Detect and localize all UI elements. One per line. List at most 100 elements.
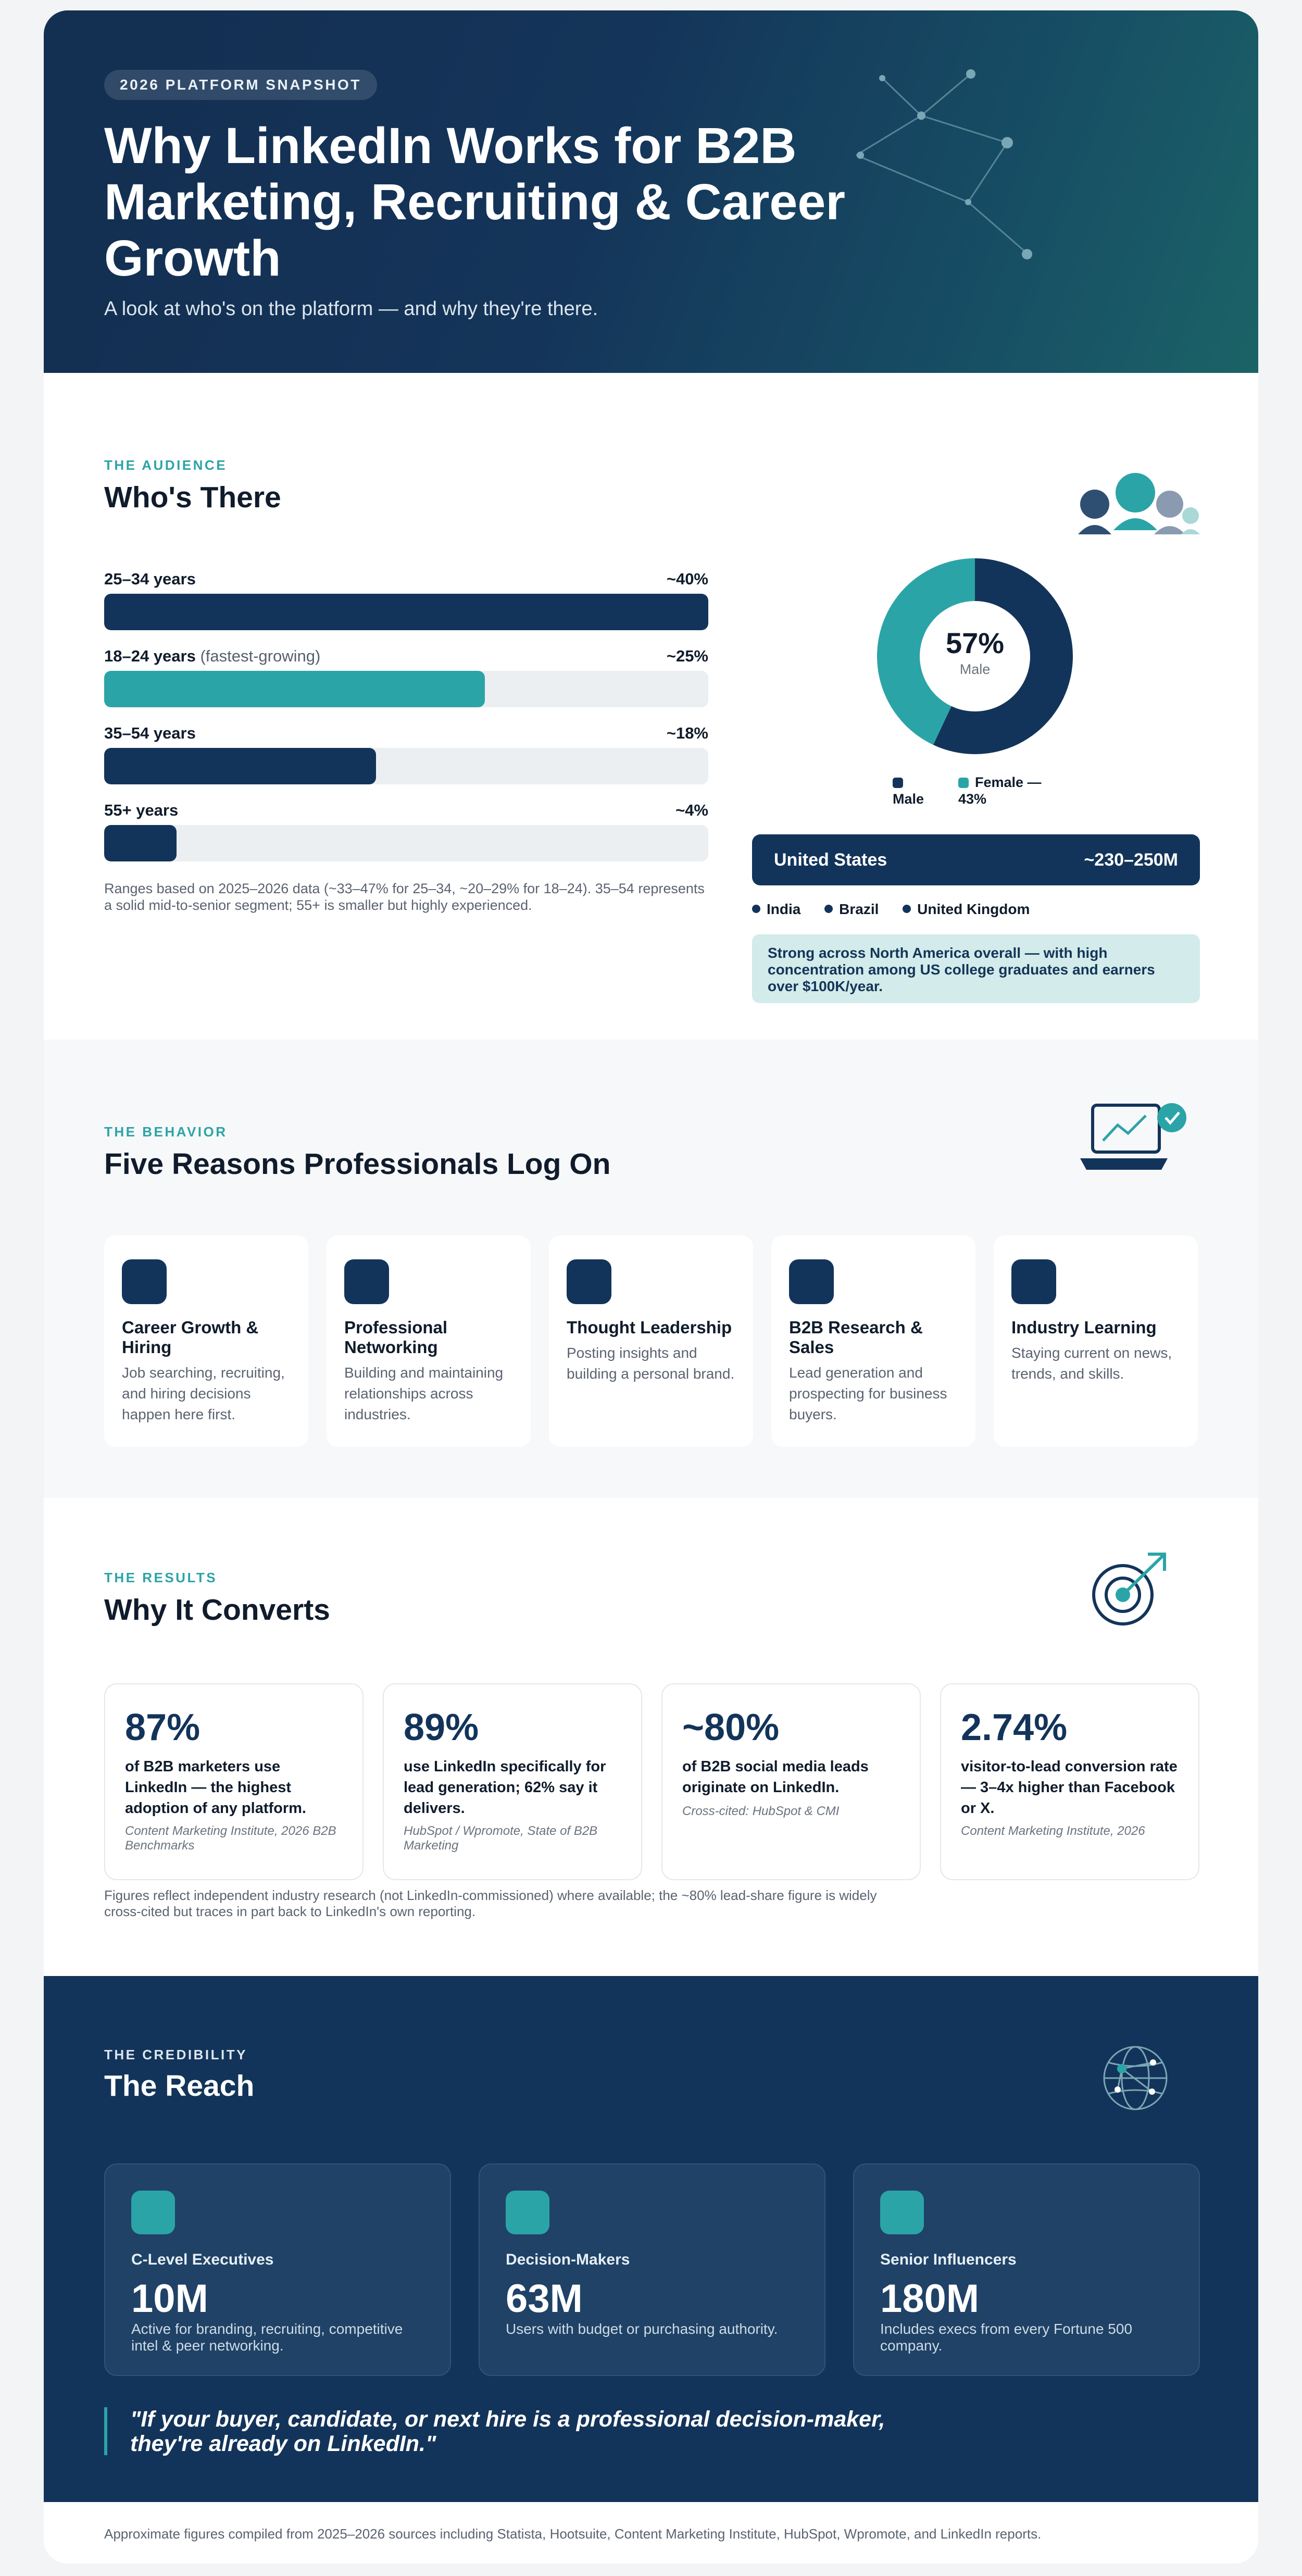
footer: Approximate figures compiled from 2025–2… — [44, 2502, 1258, 2564]
hero-title: Why LinkedIn Works for B2B Marketing, Re… — [104, 117, 846, 286]
stat-number: 87% — [125, 1707, 201, 1748]
stat-source: Content Marketing Institute, 2026 — [961, 1824, 1145, 1838]
age-value: ~25% — [666, 647, 708, 665]
infographic-card: 2026 PLATFORM SNAPSHOT Why LinkedIn Work… — [44, 10, 1258, 2564]
reach-desc: Users with budget or purchasing authorit… — [506, 2321, 778, 2337]
stat-text: of B2B marketers use LinkedIn — the high… — [125, 1758, 306, 1817]
age-label: 25–34 years — [104, 570, 196, 588]
age-value: ~40% — [666, 570, 708, 588]
reason-desc: Posting insights and building a personal… — [567, 1345, 735, 1382]
reach-icon — [506, 2191, 549, 2234]
legend-male-swatch — [893, 778, 903, 788]
stat-text: use LinkedIn specifically for lead gener… — [404, 1758, 606, 1817]
age-bar-fill — [104, 594, 708, 630]
reach-label: Senior Influencers — [880, 2251, 1017, 2268]
behavior-eyebrow: THE BEHAVIOR — [104, 1124, 228, 1140]
bullet-icon — [903, 905, 911, 913]
top-country-bar: United States ~230–250M — [752, 834, 1200, 885]
reach-card: Decision-Makers 63M Users with budget or… — [479, 2164, 825, 2376]
reach-value: 63M — [506, 2277, 583, 2321]
audience-footnote: Ranges based on 2025–2026 data (~33–47% … — [104, 881, 705, 913]
legend-female-swatch — [958, 778, 969, 788]
reach-section: THE CREDIBILITY The Reach C-Level Execut… — [44, 1976, 1258, 2502]
reason-icon — [789, 1259, 834, 1304]
stat-card: 89% use LinkedIn specifically for lead g… — [383, 1683, 642, 1880]
reason-icon — [1011, 1259, 1056, 1304]
reason-desc: Building and maintaining relationships a… — [344, 1365, 504, 1422]
age-bar-track — [104, 748, 708, 784]
reason-title: Industry Learning — [1011, 1318, 1157, 1337]
results-section: THE RESULTS Why It Converts 87% of B2B m… — [44, 1498, 1258, 1976]
reason-card: Career Growth & Hiring Job searching, re… — [104, 1235, 308, 1447]
reach-value: 180M — [880, 2277, 980, 2321]
reason-title: Professional Networking — [344, 1318, 448, 1357]
stat-number: 89% — [404, 1707, 479, 1748]
results-eyebrow: THE RESULTS — [104, 1570, 218, 1585]
reason-card: Thought Leadership Posting insights and … — [549, 1235, 753, 1447]
age-label: 35–54 years — [104, 724, 196, 742]
country-item: Brazil — [824, 901, 879, 918]
age-value: ~4% — [675, 801, 708, 819]
reach-icon — [131, 2191, 175, 2234]
bullet-icon — [824, 905, 833, 913]
reach-label: Decision-Makers — [506, 2251, 630, 2268]
age-bar-track — [104, 671, 708, 707]
reason-card: B2B Research & Sales Lead generation and… — [771, 1235, 975, 1447]
reach-desc: Includes execs from every Fortune 500 co… — [880, 2321, 1133, 2354]
stat-number: 2.74% — [961, 1707, 1068, 1748]
hero-banner: 2026 PLATFORM SNAPSHOT Why LinkedIn Work… — [44, 10, 1258, 373]
reason-title: Career Growth & Hiring — [122, 1318, 259, 1357]
reach-icon — [880, 2191, 924, 2234]
reach-desc: Active for branding, recruiting, competi… — [131, 2321, 403, 2354]
stat-card: 87% of B2B marketers use LinkedIn — the … — [104, 1683, 364, 1880]
reach-quote: "If your buyer, candidate, or next hire … — [104, 2407, 963, 2456]
hero-subtitle: A look at who's on the platform — and wh… — [104, 298, 598, 320]
other-countries: India Brazil United Kingdom — [752, 901, 1049, 918]
gender-donut-chart — [877, 558, 1073, 754]
audience-eyebrow: THE AUDIENCE — [104, 457, 228, 473]
reason-desc: Staying current on news, trends, and ski… — [1011, 1345, 1172, 1382]
country-item: United Kingdom — [903, 901, 1030, 918]
age-note: (fastest-growing) — [200, 647, 321, 665]
age-bar-fill — [104, 825, 177, 861]
laptop-chart-icon — [1080, 1103, 1186, 1170]
audience-section: THE AUDIENCE Who's There 25–34 years ~40… — [44, 373, 1258, 1040]
behavior-heading: Five Reasons Professionals Log On — [104, 1147, 611, 1181]
reason-icon — [344, 1259, 389, 1304]
legend-male-label: Male — [893, 791, 924, 807]
age-value: ~18% — [666, 724, 708, 742]
footer-text: Approximate figures compiled from 2025–2… — [104, 2526, 1042, 2542]
donut-male-segment — [933, 558, 1073, 754]
reach-card: C-Level Executives 10M Active for brandi… — [104, 2164, 451, 2376]
donut-center-value: 57% — [945, 627, 1005, 659]
stat-source: HubSpot / Wpromote, State of B2B Marketi… — [404, 1824, 598, 1853]
legend-female-label: Female — 43% — [958, 774, 1042, 807]
age-label: 55+ years — [104, 801, 179, 819]
legend-female: Female — 43% — [958, 774, 1068, 807]
age-bar-fill — [104, 748, 376, 784]
network-icon — [856, 69, 1032, 259]
reason-desc: Job searching, recruiting, and hiring de… — [122, 1365, 285, 1422]
stat-text: visitor-to-lead conversion rate — 3–4x h… — [961, 1758, 1178, 1817]
stat-text: of B2B social media leads originate on L… — [682, 1758, 869, 1796]
reason-icon — [122, 1259, 167, 1304]
reach-heading: The Reach — [104, 2069, 255, 2103]
reach-eyebrow: THE CREDIBILITY — [104, 2047, 247, 2062]
stat-number: ~80% — [682, 1707, 780, 1748]
stat-source: Content Marketing Institute, 2026 B2B Be… — [125, 1824, 336, 1853]
donut-center-label: Male — [959, 661, 991, 677]
reach-value: 10M — [131, 2277, 208, 2321]
reason-card: Professional Networking Building and mai… — [327, 1235, 531, 1447]
stat-source: Cross-cited: HubSpot & CMI — [682, 1804, 840, 1818]
people-icon — [1078, 473, 1200, 534]
reason-icon — [567, 1259, 611, 1304]
reason-title: B2B Research & Sales — [789, 1318, 923, 1357]
legend-male: Male — [893, 774, 924, 807]
age-bar-track — [104, 825, 708, 861]
bullet-icon — [752, 905, 760, 913]
donut-female-segment — [877, 558, 975, 745]
stat-card: 2.74% visitor-to-lead conversion rate — … — [940, 1683, 1199, 1880]
target-icon — [1092, 1553, 1166, 1625]
gender-donut: 57% Male — [876, 557, 1074, 755]
reach-label: C-Level Executives — [131, 2251, 274, 2268]
